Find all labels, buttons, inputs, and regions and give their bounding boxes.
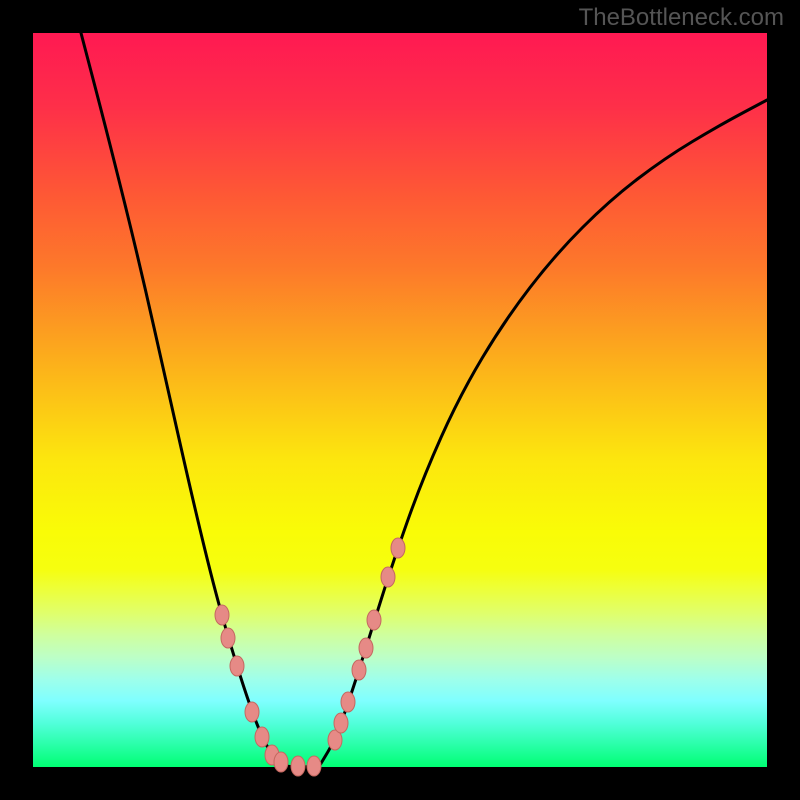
data-marker bbox=[352, 660, 366, 680]
data-marker bbox=[367, 610, 381, 630]
data-marker bbox=[381, 567, 395, 587]
data-marker bbox=[245, 702, 259, 722]
curve-right-branch bbox=[320, 100, 767, 765]
data-marker bbox=[341, 692, 355, 712]
chart-overlay bbox=[0, 0, 800, 800]
data-marker bbox=[221, 628, 235, 648]
data-marker bbox=[334, 713, 348, 733]
data-marker bbox=[215, 605, 229, 625]
curve-left-branch bbox=[81, 33, 280, 765]
data-marker bbox=[274, 752, 288, 772]
data-marker bbox=[391, 538, 405, 558]
data-marker bbox=[255, 727, 269, 747]
data-marker bbox=[291, 756, 305, 776]
data-marker bbox=[230, 656, 244, 676]
data-marker bbox=[359, 638, 373, 658]
data-marker bbox=[307, 756, 321, 776]
watermark-text: TheBottleneck.com bbox=[579, 4, 784, 32]
